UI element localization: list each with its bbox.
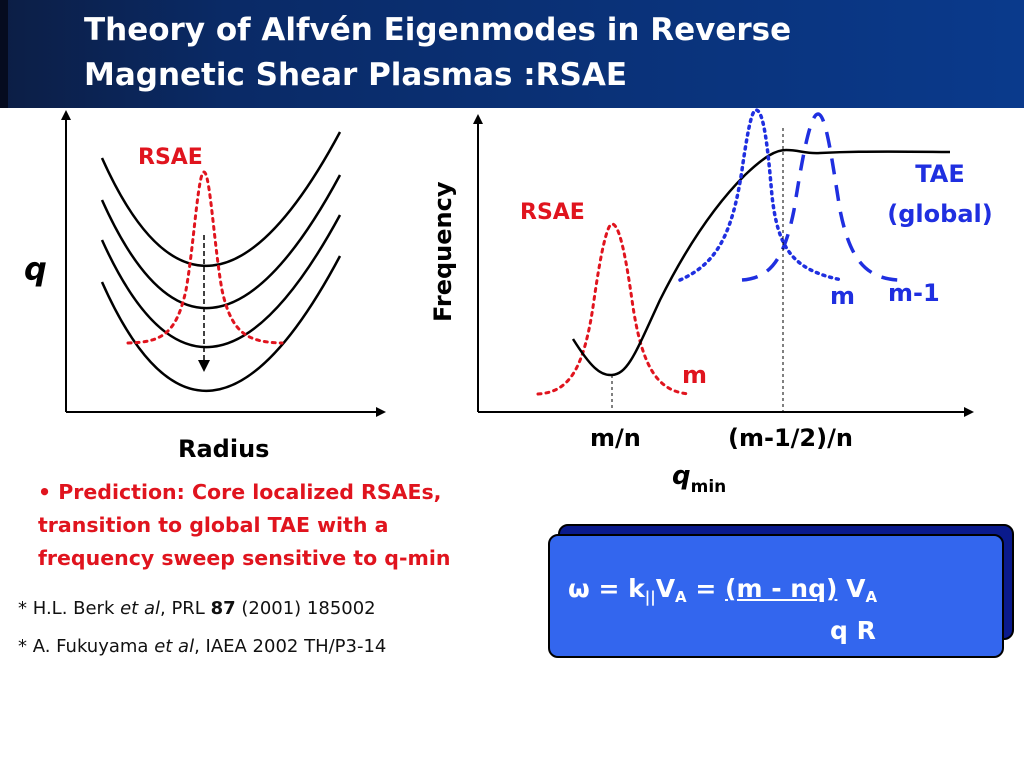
formula-parallel-sub: ||: [644, 588, 656, 606]
ref-fukuyama-etal: et al: [154, 636, 195, 657]
formula-va-sub: A: [675, 588, 687, 606]
tae-label-line-2: (global): [887, 200, 992, 228]
bullet-line-1: • Prediction: Core localized RSAEs,: [38, 476, 538, 509]
ref-berk-volume: 87: [210, 598, 236, 619]
left-x-axis-label: Radius: [178, 435, 269, 463]
tae-label-line-1: TAE: [915, 160, 964, 188]
tick-label-m-over-n: m/n: [590, 424, 641, 452]
mode-m-upper-label: m: [830, 282, 855, 310]
qmin-arrow-head: [198, 360, 210, 372]
reference-berk: * H.L. Berk et al, PRL 87 (2001) 185002: [18, 598, 376, 619]
formula-va-2-sub: A: [865, 588, 878, 606]
reference-fukuyama: * A. Fukuyama et al, IAEA 2002 TH/P3-14: [18, 636, 386, 657]
right-panel: Frequency RSAE TAE (global) m m m-1 m/n …: [429, 108, 993, 497]
q-profile-curve-1: [100, 131, 342, 268]
bullet-line-2: transition to global TAE with a: [38, 513, 389, 537]
ref-berk-year: (2001) 185002: [235, 598, 376, 619]
title-line-1: Theory of Alfvén Eigenmodes in Reverse: [84, 12, 792, 48]
prediction-bullet: • Prediction: Core localized RSAEs, tran…: [38, 476, 538, 575]
q-profile-curve-2: [100, 174, 342, 310]
ref-berk-author: * H.L. Berk: [18, 598, 121, 619]
slide-title: Theory of Alfvén Eigenmodes in Reverse M…: [84, 8, 984, 98]
left-panel: RSAE q Radius: [24, 110, 386, 463]
formula-omega: ω: [568, 574, 590, 603]
tae-m-minus-1-eigenfunction: [741, 112, 899, 282]
rsae-eigenfunction-right: [536, 222, 692, 396]
right-rsae-label: RSAE: [520, 200, 585, 225]
ref-fukuyama-rest: , IAEA 2002 TH/P3-14: [194, 636, 387, 657]
formula-va: V: [655, 574, 676, 603]
formula-eq-k: = k: [589, 574, 645, 603]
mode-m-minus-1-label: m-1: [888, 279, 940, 307]
formula-denominator: q R: [830, 616, 876, 645]
formula-va-2: V: [837, 574, 866, 603]
qmin-main: q: [672, 461, 691, 491]
formula-box: ω = k||VA = (m - nq) VA q R: [548, 534, 1004, 658]
bullet-marker: •: [38, 480, 52, 504]
ref-berk-etal: et al: [120, 598, 160, 619]
right-y-axis-label: Frequency: [429, 181, 457, 322]
ref-fukuyama-author: * A. Fukuyama: [18, 636, 155, 657]
formula-row-1: ω = k||VA = (m - nq) VA: [568, 574, 877, 606]
formula-eq: =: [686, 574, 726, 603]
ref-berk-journal: , PRL: [160, 598, 211, 619]
bullet-line-3: frequency sweep sensitive to q-min: [38, 546, 451, 570]
title-bar-edge: [0, 0, 8, 108]
frequency-sweep-curve: [571, 148, 951, 377]
title-bar: Theory of Alfvén Eigenmodes in Reverse M…: [0, 0, 1024, 108]
qmin-subscript: min: [691, 477, 727, 497]
q-profile-curve-4: [100, 255, 342, 393]
x-axis-label-qmin: qmin: [672, 461, 726, 497]
left-y-axis-label: q: [24, 250, 47, 288]
formula-numerator: (m - nq): [725, 574, 838, 603]
q-profile-curve-3: [100, 214, 342, 349]
title-line-2: Magnetic Shear Plasmas :RSAE: [84, 57, 628, 93]
bullet-text-1: Prediction: Core localized RSAEs,: [58, 480, 442, 504]
rsae-eigenfunction-left: [126, 170, 284, 345]
tick-label-half: (m-1/2)/n: [728, 424, 853, 452]
tae-m-eigenfunction: [678, 108, 844, 282]
mode-m-lower-label: m: [682, 361, 707, 389]
left-rsae-label: RSAE: [138, 145, 203, 170]
